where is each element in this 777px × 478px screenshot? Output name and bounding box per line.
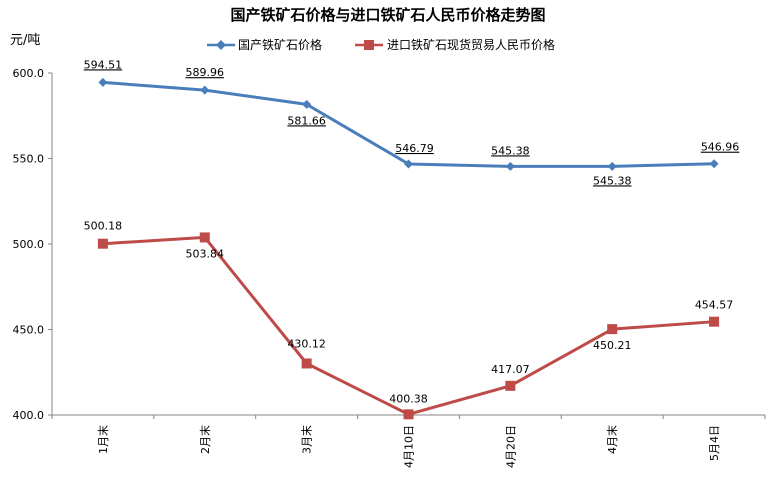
data-point-domestic [98, 77, 108, 87]
data-label: 546.79 [395, 142, 434, 155]
data-point-import [301, 358, 312, 369]
data-point-domestic [607, 161, 617, 171]
data-labels: 594.51 589.96 581.66 546.79 545.38 545.38 546.… [84, 58, 740, 405]
data-label: 450.21 [593, 339, 632, 352]
chart-title: 国产铁矿石价格与进口铁矿石人民币价格走势图 [230, 6, 545, 24]
data-label: 417.07 [491, 363, 530, 376]
data-label: 546.96 [701, 141, 740, 154]
legend-label-import: 进口铁矿石现货贸易人民币价格 [387, 37, 555, 52]
x-tick-label: 2月末 [198, 425, 212, 454]
y-tick-label: 500.0 [13, 238, 45, 251]
x-tick-label: 3月末 [300, 425, 314, 454]
data-point-import [97, 238, 108, 249]
x-tick-label: 4月10日 [403, 425, 416, 468]
x-tick-label: 4月20日 [504, 425, 517, 468]
x-tick-label: 4月末 [605, 425, 619, 454]
data-point-import [709, 316, 720, 327]
data-label: 594.51 [84, 58, 123, 71]
data-point-import [403, 409, 414, 420]
data-label: 430.12 [287, 337, 326, 350]
data-point-domestic [709, 159, 719, 169]
data-point-import [505, 380, 516, 391]
data-label: 545.38 [491, 144, 530, 157]
data-label: 589.96 [186, 66, 225, 79]
data-point-import [607, 324, 618, 335]
legend-marker-import [364, 40, 374, 50]
data-label: 454.57 [695, 299, 734, 312]
data-point-import [199, 232, 210, 243]
data-label: 400.38 [389, 392, 428, 405]
x-ticks: 1月末 2月末 3月末 4月10日 4月20日 4月末 5月4日 [51, 415, 766, 468]
data-point-domestic [505, 161, 515, 171]
data-point-domestic [200, 85, 210, 95]
data-point-domestic [404, 159, 413, 169]
data-label: 581.66 [287, 114, 326, 127]
data-label: 545.38 [593, 174, 632, 187]
y-tick-label: 600.0 [13, 67, 45, 80]
y-tick-label: 400.0 [13, 409, 45, 422]
y-tick-label: 550.0 [13, 153, 45, 166]
axes [51, 73, 765, 416]
data-label: 500.18 [84, 220, 123, 233]
y-ticks: 400.0 450.0 500.0 550.0 600.0 [13, 67, 52, 422]
series-line-1 [102, 235, 715, 416]
legend-label-domestic: 国产铁矿石价格 [238, 37, 322, 52]
x-tick-label: 1月末 [96, 425, 110, 454]
series-markers [97, 77, 720, 420]
y-axis-unit-label: 元/吨 [10, 33, 40, 48]
legend-marker-domestic [216, 40, 226, 50]
x-tick-label: 5月4日 [708, 425, 721, 461]
y-tick-label: 450.0 [13, 324, 45, 337]
legend: 国产铁矿石价格 进口铁矿石现货贸易人民币价格 [207, 37, 555, 52]
data-label: 503.84 [186, 247, 225, 260]
data-point-domestic [302, 99, 312, 109]
